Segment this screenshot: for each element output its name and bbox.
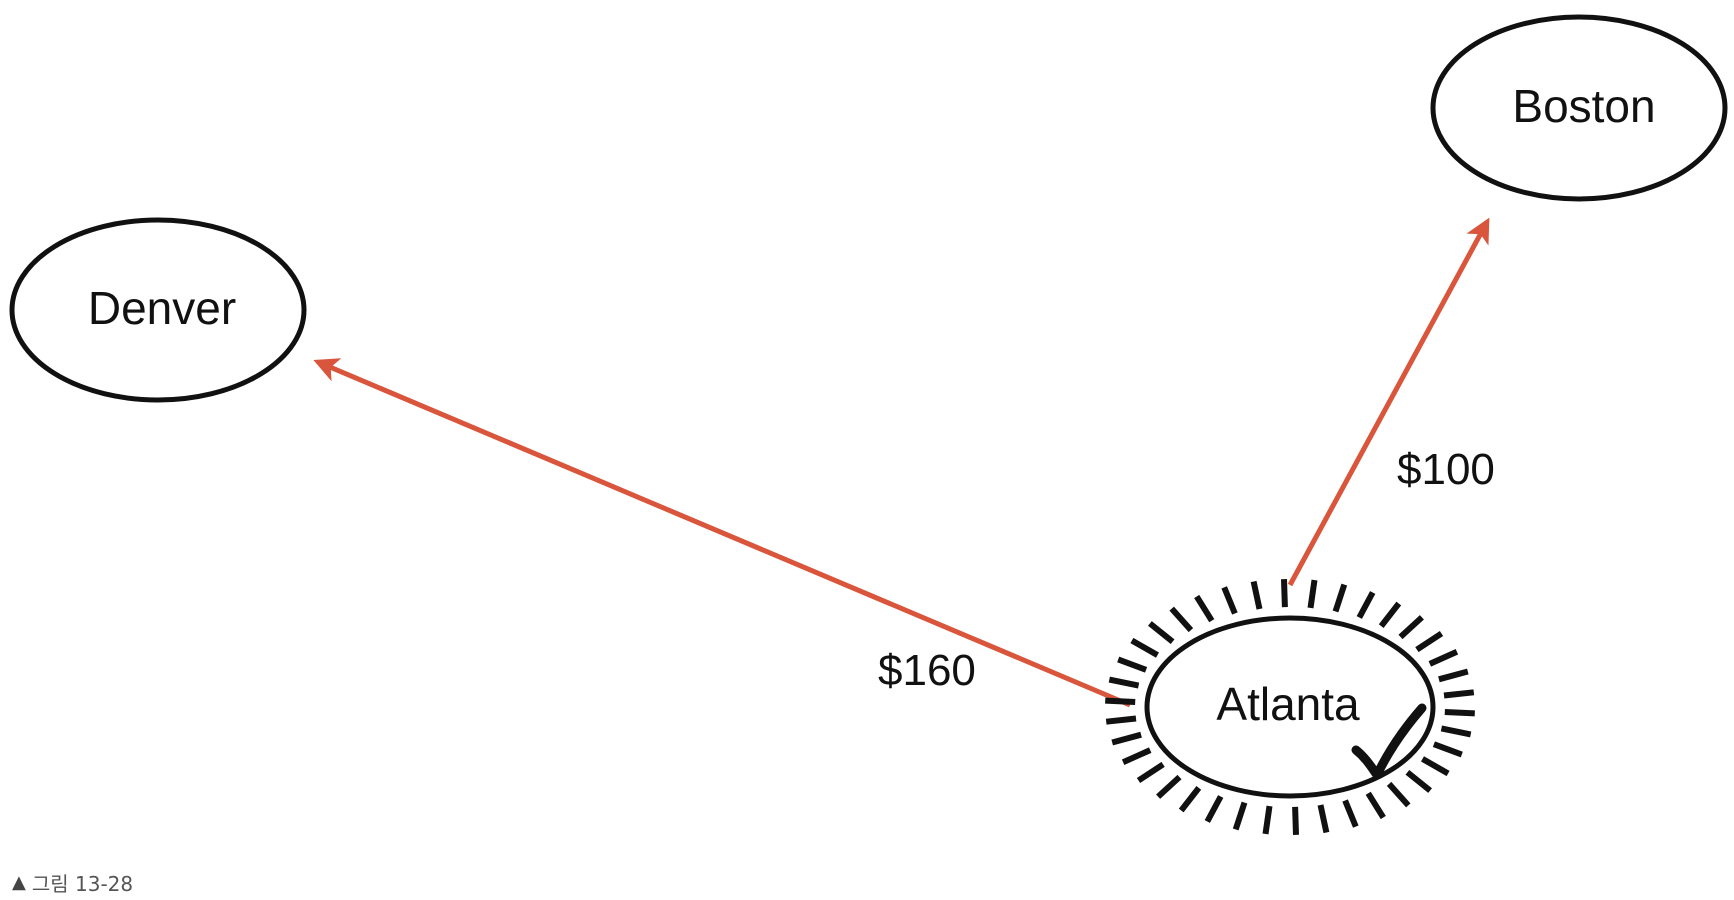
burst-dash [1148, 621, 1175, 645]
burst-dash [1307, 579, 1318, 609]
caption-triangle-icon: ▲ [12, 872, 26, 893]
burst-dash [1169, 606, 1194, 633]
burst-dash [1111, 731, 1142, 746]
burst-dash [1108, 676, 1140, 689]
burst-dash [1130, 637, 1159, 658]
burst-dash [1444, 709, 1475, 717]
node-denver-label: Denver [88, 282, 236, 334]
node-boston: Boston [1430, 14, 1728, 202]
edge-atlanta-to-boston [1287, 217, 1490, 587]
burst-dash [1136, 761, 1165, 784]
atlanta-highlight-burst [1105, 579, 1475, 835]
burst-dash [1105, 715, 1137, 725]
burst-dash [1178, 786, 1202, 813]
burst-dash [1332, 583, 1348, 613]
burst-dash [1356, 591, 1376, 619]
figure-caption: ▲ 그림 13-28 [12, 868, 133, 897]
node-boston-label: Boston [1512, 80, 1655, 132]
node-atlanta-label: Atlanta [1216, 678, 1360, 730]
burst-dash [1281, 579, 1288, 608]
node-denver: Denver [9, 217, 307, 403]
burst-dash [1194, 594, 1215, 623]
burst-dash [1221, 586, 1238, 615]
burst-dash [1156, 774, 1182, 799]
burst-dash [1105, 697, 1136, 705]
edge-atlanta-to-denver [313, 358, 1131, 708]
burst-dash [1317, 804, 1330, 834]
burst-dash [1432, 741, 1463, 758]
burst-dash [1438, 668, 1469, 683]
burst-dash [1117, 656, 1148, 673]
burst-dash [1386, 781, 1411, 808]
burst-dash [1405, 769, 1432, 793]
burst-dash [1398, 615, 1424, 640]
burst-dash [1121, 747, 1152, 765]
burst-dash [1378, 601, 1402, 628]
burst-dash [1421, 756, 1450, 777]
burst-dash [1204, 795, 1224, 823]
burst-dash [1292, 806, 1299, 835]
checkmark-icon [1351, 703, 1427, 780]
burst-dash [1415, 630, 1444, 653]
edge-label-denver-cost: $160 [878, 646, 976, 695]
node-boston-ellipse [1430, 14, 1728, 202]
burst-dash [1428, 649, 1459, 667]
edge-label-boston-cost: $100 [1397, 445, 1495, 494]
burst-dash [1440, 725, 1472, 738]
burst-dash [1443, 689, 1475, 699]
burst-dash [1250, 580, 1263, 610]
burst-dash [1262, 805, 1273, 835]
caption-text: 그림 13-28 [31, 872, 134, 896]
burst-dash [1232, 801, 1248, 831]
burst-dash [1365, 791, 1386, 820]
burst-dash [1342, 799, 1359, 828]
node-atlanta: Atlanta [1105, 579, 1475, 835]
node-denver-ellipse [9, 217, 307, 403]
